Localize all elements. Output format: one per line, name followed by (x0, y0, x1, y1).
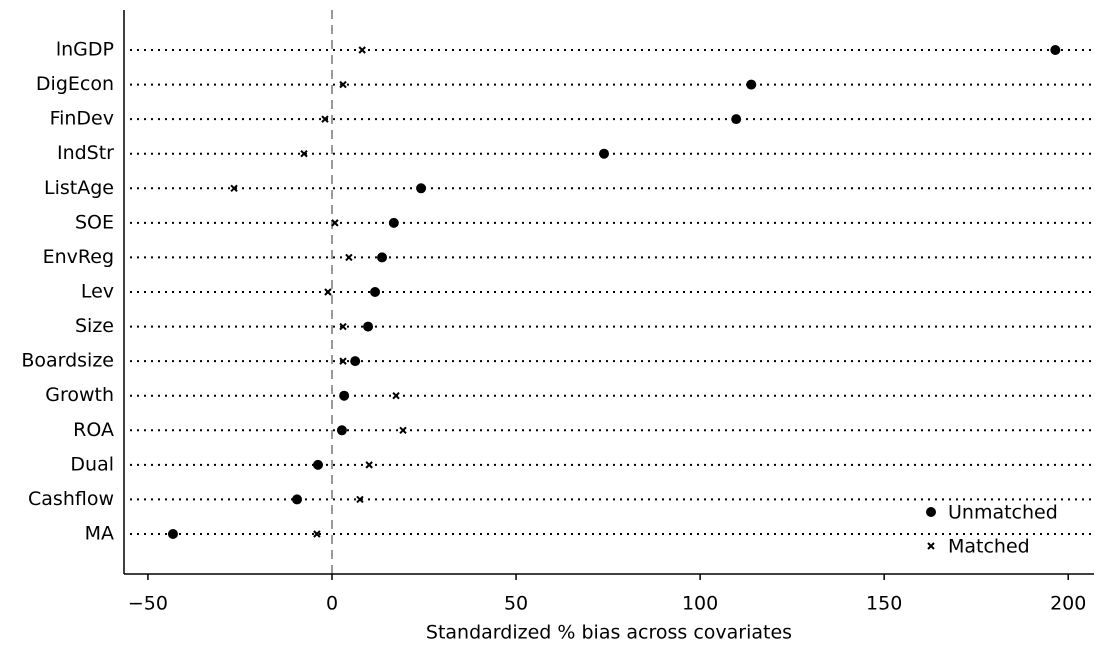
point (336, 425, 347, 436)
y-tick-label: DigEcon (36, 73, 114, 95)
legend-label: Matched (948, 536, 1030, 558)
point (230, 184, 238, 192)
x-tick-label: −50 (128, 593, 168, 615)
point (377, 252, 388, 263)
point (339, 322, 347, 331)
point (392, 392, 400, 400)
point (292, 494, 303, 505)
y-tick-label: SOE (75, 211, 114, 233)
point (388, 217, 399, 228)
point (350, 356, 361, 367)
x-tick-label: 50 (504, 593, 528, 615)
point (339, 80, 347, 89)
point (370, 287, 381, 297)
y-tick-label: ListAge (44, 177, 114, 199)
point (300, 150, 308, 158)
point (324, 288, 332, 296)
point (1050, 45, 1061, 55)
point (399, 426, 407, 434)
point (356, 495, 364, 504)
legend-marker (926, 507, 936, 517)
y-tick-label: Growth (45, 384, 114, 406)
y-tick-label: Dual (70, 453, 114, 475)
point (339, 390, 350, 401)
point (321, 115, 329, 123)
x-tick-label: 150 (866, 593, 902, 615)
x-tick-label: 100 (682, 593, 718, 615)
y-tick-label: Size (75, 315, 114, 337)
y-tick-label: Cashflow (28, 488, 114, 510)
x-tick-label: 0 (326, 593, 338, 615)
point (365, 461, 373, 469)
point (746, 79, 757, 90)
y-tick-label: ROA (73, 419, 114, 441)
y-tick-label: FinDev (50, 108, 114, 130)
y-tick-label: IndStr (57, 142, 114, 164)
point (313, 459, 323, 470)
x-tick-label: 200 (1050, 593, 1086, 615)
point (358, 46, 366, 54)
y-tick-label: EnvReg (43, 246, 114, 268)
x-axis-label: Standardized % bias across covariates (426, 622, 792, 644)
point (599, 148, 610, 159)
point (345, 253, 353, 262)
point (331, 219, 339, 227)
point (731, 114, 742, 125)
legend-marker (927, 542, 935, 550)
y-tick-label: MA (85, 523, 114, 545)
legend-label: Unmatched (948, 502, 1058, 524)
point (339, 357, 347, 365)
point (416, 183, 427, 194)
y-tick-label: lnGDP (56, 39, 114, 61)
y-tick-label: Lev (81, 281, 114, 303)
point (167, 529, 178, 539)
y-tick-label: Boardsize (21, 350, 114, 372)
point (363, 321, 374, 332)
point (313, 530, 321, 538)
